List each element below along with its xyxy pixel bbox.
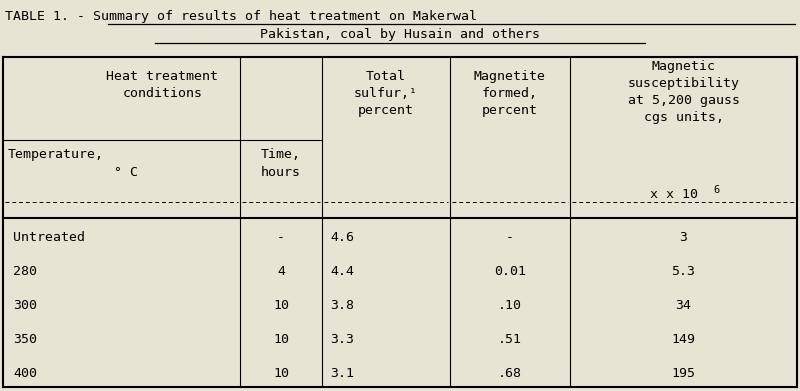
Text: .10: .10 bbox=[498, 299, 522, 312]
Text: 3.3: 3.3 bbox=[330, 333, 354, 346]
Text: 6: 6 bbox=[714, 185, 720, 195]
Text: 300: 300 bbox=[13, 299, 37, 312]
Text: .68: .68 bbox=[498, 367, 522, 380]
Text: 10: 10 bbox=[273, 299, 289, 312]
Text: TABLE 1. - Summary of results of heat treatment on Makerwal: TABLE 1. - Summary of results of heat tr… bbox=[5, 10, 477, 23]
Text: 4: 4 bbox=[277, 265, 285, 278]
Text: formed,: formed, bbox=[482, 87, 538, 100]
Text: Total: Total bbox=[366, 70, 406, 83]
Text: 195: 195 bbox=[671, 367, 695, 380]
Text: 10: 10 bbox=[273, 333, 289, 346]
Text: ° C: ° C bbox=[114, 166, 138, 179]
Text: at 5,200 gauss: at 5,200 gauss bbox=[627, 94, 739, 107]
Text: Heat treatment: Heat treatment bbox=[106, 70, 218, 83]
Text: Time,: Time, bbox=[261, 148, 301, 161]
Text: cgs units,: cgs units, bbox=[643, 111, 723, 124]
Text: 3: 3 bbox=[679, 231, 687, 244]
Text: 149: 149 bbox=[671, 333, 695, 346]
Text: 34: 34 bbox=[675, 299, 691, 312]
Text: 350: 350 bbox=[13, 333, 37, 346]
Text: 400: 400 bbox=[13, 367, 37, 380]
Text: Untreated: Untreated bbox=[13, 231, 85, 244]
Text: Magnetic: Magnetic bbox=[651, 60, 715, 73]
Text: sulfur,¹: sulfur,¹ bbox=[354, 87, 418, 100]
Text: -: - bbox=[277, 231, 285, 244]
Text: conditions: conditions bbox=[122, 87, 202, 100]
Text: 10: 10 bbox=[273, 367, 289, 380]
Text: susceptibility: susceptibility bbox=[627, 77, 739, 90]
Text: 4.6: 4.6 bbox=[330, 231, 354, 244]
Text: 280: 280 bbox=[13, 265, 37, 278]
Text: 3.8: 3.8 bbox=[330, 299, 354, 312]
Text: Magnetite: Magnetite bbox=[474, 70, 546, 83]
Text: 5.3: 5.3 bbox=[671, 265, 695, 278]
Text: percent: percent bbox=[358, 104, 414, 117]
Text: x x 10: x x 10 bbox=[650, 188, 698, 201]
Text: 3.1: 3.1 bbox=[330, 367, 354, 380]
Text: 4.4: 4.4 bbox=[330, 265, 354, 278]
Text: percent: percent bbox=[482, 104, 538, 117]
Text: Pakistan, coal by Husain and others: Pakistan, coal by Husain and others bbox=[260, 28, 540, 41]
Text: Temperature,: Temperature, bbox=[8, 148, 104, 161]
Text: .51: .51 bbox=[498, 333, 522, 346]
Text: -: - bbox=[506, 231, 514, 244]
Text: hours: hours bbox=[261, 166, 301, 179]
Text: 0.01: 0.01 bbox=[494, 265, 526, 278]
